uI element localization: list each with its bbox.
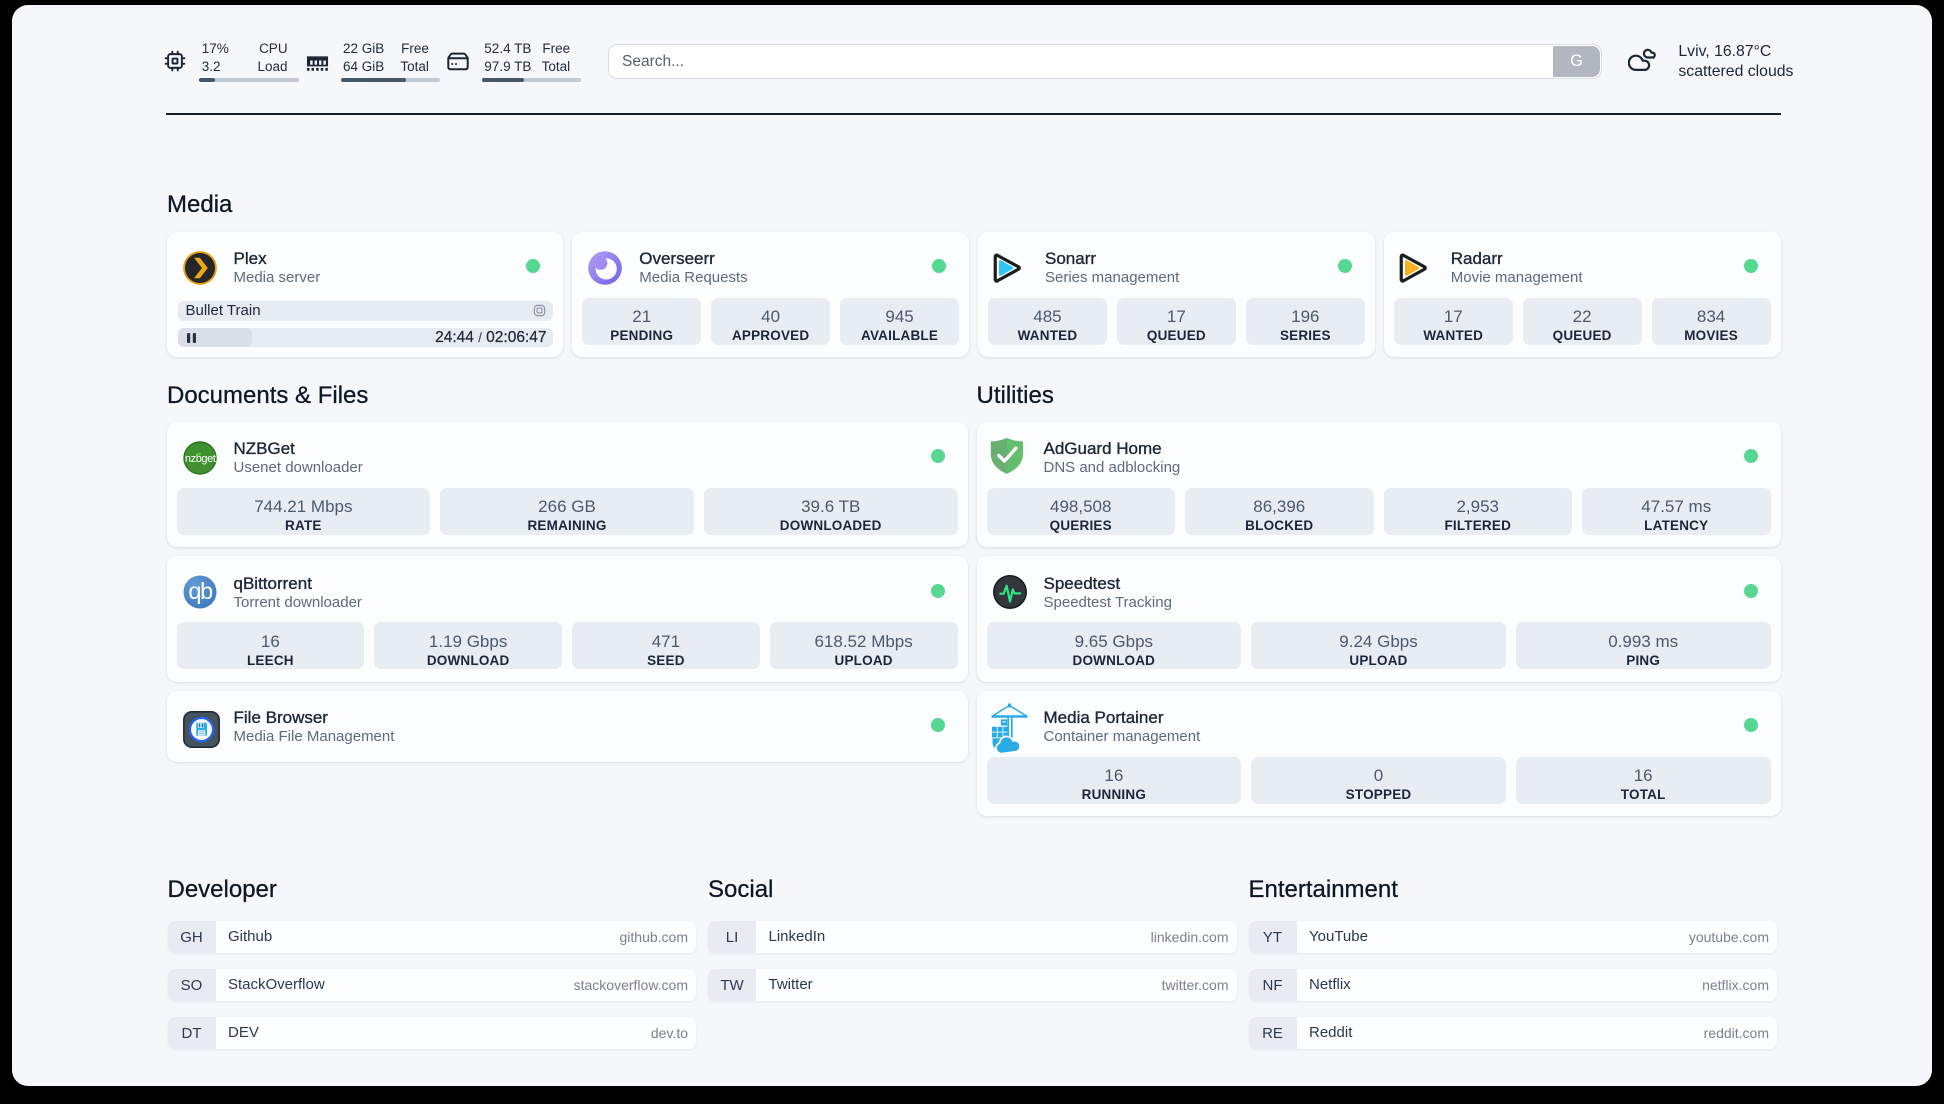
svg-text:qb: qb bbox=[188, 578, 213, 604]
svg-text:nzbget: nzbget bbox=[184, 453, 215, 465]
